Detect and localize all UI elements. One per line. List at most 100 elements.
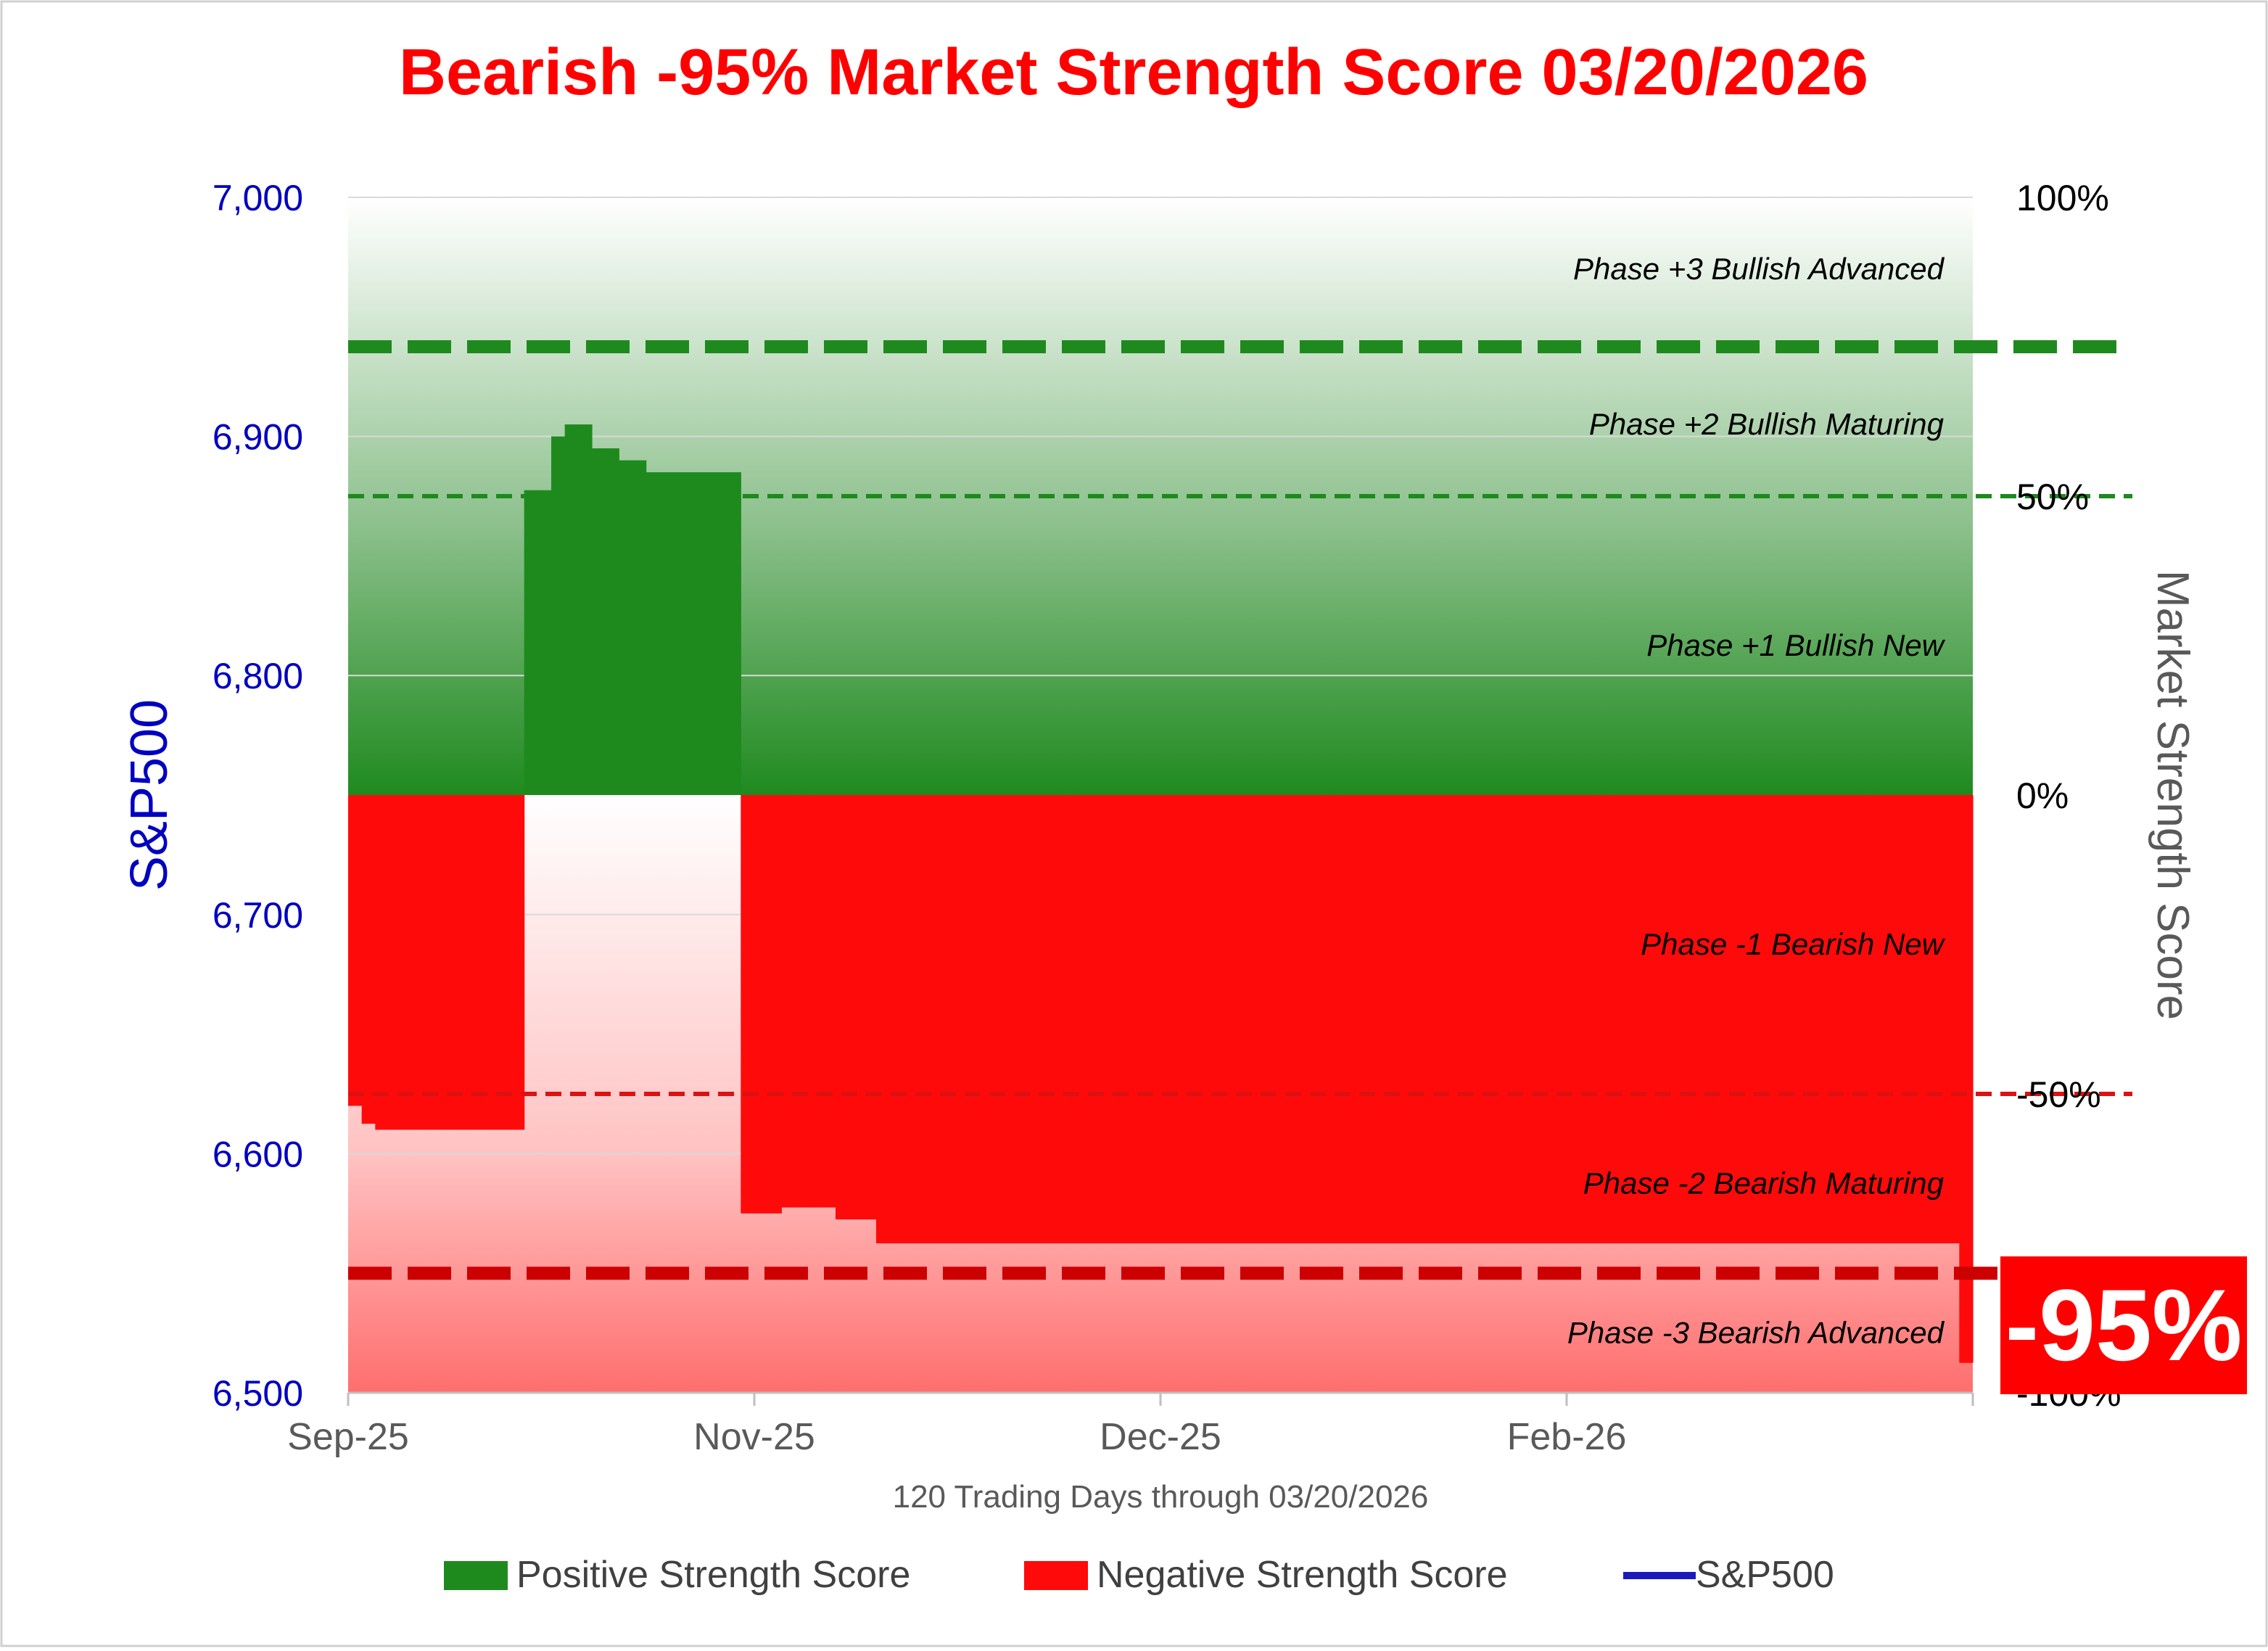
positive-bar bbox=[714, 472, 728, 795]
negative-bar bbox=[903, 795, 917, 1243]
negative-bar bbox=[497, 795, 511, 1130]
negative-bar bbox=[1620, 795, 1635, 1243]
positive-bar bbox=[619, 460, 633, 795]
negative-bar bbox=[944, 795, 958, 1243]
negative-bar bbox=[1823, 795, 1838, 1243]
negative-bar bbox=[1201, 795, 1216, 1243]
negative-bar bbox=[1472, 795, 1486, 1243]
positive-bar bbox=[686, 472, 701, 795]
negative-bar bbox=[1228, 795, 1242, 1243]
positive-bar bbox=[605, 448, 619, 795]
negative-bar bbox=[1580, 795, 1594, 1243]
negative-bar bbox=[1945, 795, 1960, 1243]
negative-bar bbox=[930, 795, 944, 1243]
negative-bar bbox=[1445, 795, 1459, 1243]
negative-bar bbox=[1959, 795, 1974, 1363]
negative-bar bbox=[1417, 795, 1432, 1243]
positive-bar bbox=[659, 472, 674, 795]
right-tick-label: 0% bbox=[2016, 775, 2069, 816]
negative-bar bbox=[1892, 795, 1906, 1243]
negative-bar bbox=[1810, 795, 1825, 1243]
negative-bar bbox=[1092, 795, 1107, 1243]
negative-bar bbox=[456, 795, 471, 1130]
negative-bar bbox=[483, 795, 498, 1130]
left-tick-label: 7,000 bbox=[213, 178, 303, 218]
negative-bar bbox=[1702, 795, 1716, 1243]
negative-bar bbox=[1187, 795, 1202, 1243]
negative-bar bbox=[1607, 795, 1622, 1243]
negative-bar bbox=[889, 795, 904, 1243]
negative-bar bbox=[1661, 795, 1675, 1243]
negative-bar bbox=[429, 795, 444, 1130]
x-axis-title: 120 Trading Days through 03/20/2026 bbox=[893, 1479, 1429, 1515]
negative-bar bbox=[822, 795, 836, 1208]
negative-bar bbox=[1770, 795, 1784, 1243]
x-tick-label: Dec-25 bbox=[1100, 1416, 1221, 1458]
right-axis-ticks: -100%-50%0%50%100% bbox=[2016, 178, 2121, 1414]
negative-bar bbox=[1458, 795, 1472, 1243]
negative-bar bbox=[984, 795, 999, 1243]
negative-bar bbox=[1269, 795, 1283, 1243]
legend-positive-label: Positive Strength Score bbox=[516, 1554, 910, 1596]
negative-bar bbox=[1851, 795, 1865, 1243]
right-tick-label: 100% bbox=[2016, 178, 2109, 218]
negative-bar bbox=[1878, 795, 1892, 1243]
negative-bar bbox=[1797, 795, 1811, 1243]
negative-bar bbox=[1634, 795, 1649, 1243]
x-axis-ticks: Sep-25 Nov-25 Dec-25 Feb-26 bbox=[287, 1393, 1974, 1458]
negative-bar bbox=[1309, 795, 1324, 1243]
phase-label: Phase +1 Bullish New bbox=[1646, 628, 1945, 662]
negative-bar bbox=[1255, 795, 1269, 1243]
negative-bar bbox=[917, 795, 931, 1243]
negative-bar bbox=[1106, 795, 1121, 1243]
negative-bar bbox=[767, 795, 782, 1214]
right-tick-label: 50% bbox=[2016, 477, 2089, 517]
negative-bar bbox=[375, 795, 389, 1130]
negative-bar bbox=[1404, 795, 1419, 1243]
negative-bar bbox=[754, 795, 769, 1214]
negative-bar bbox=[348, 795, 363, 1106]
negative-bar bbox=[1174, 795, 1188, 1243]
negative-bar bbox=[1295, 795, 1310, 1243]
positive-bar bbox=[524, 490, 538, 795]
left-axis-ticks: 6,500 6,600 6,700 6,800 6,900 7,000 bbox=[213, 178, 303, 1414]
negative-bar bbox=[1675, 795, 1689, 1243]
negative-bar bbox=[1282, 795, 1297, 1243]
negative-bar bbox=[1783, 795, 1797, 1243]
legend: Positive Strength Score Negative Strengt… bbox=[444, 1554, 1834, 1596]
negative-bar bbox=[1323, 795, 1337, 1243]
phase-label: Phase -2 Bearish Maturing bbox=[1583, 1166, 1944, 1201]
negative-bar bbox=[1133, 795, 1147, 1243]
positive-bar bbox=[646, 472, 660, 795]
negative-bar bbox=[1539, 795, 1554, 1243]
phase-label: Phase +3 Bullish Advanced bbox=[1573, 252, 1945, 286]
negative-bar bbox=[1512, 795, 1527, 1243]
negative-bar bbox=[849, 795, 863, 1220]
left-tick-label: 6,800 bbox=[213, 656, 303, 696]
negative-bar bbox=[389, 795, 403, 1130]
positive-bar bbox=[578, 424, 593, 795]
negative-bar bbox=[1390, 795, 1405, 1243]
negative-bar bbox=[957, 795, 972, 1243]
left-tick-label: 6,700 bbox=[213, 895, 303, 936]
negative-bar bbox=[402, 795, 416, 1130]
negative-bar bbox=[1336, 795, 1351, 1243]
phase-label: Phase -3 Bearish Advanced bbox=[1567, 1316, 1945, 1350]
negative-bar bbox=[1052, 795, 1066, 1243]
negative-bar bbox=[1242, 795, 1256, 1243]
threshold-lines bbox=[348, 340, 2132, 1280]
phase-label: Phase +2 Bullish Maturing bbox=[1589, 407, 1944, 441]
negative-bar bbox=[511, 795, 525, 1130]
negative-bar bbox=[862, 795, 877, 1220]
negative-bar bbox=[795, 795, 809, 1208]
current-score-badge: -95% bbox=[2000, 1256, 2247, 1394]
negative-bar bbox=[1377, 795, 1391, 1243]
negative-bar bbox=[1905, 795, 1919, 1243]
x-tick-label: Feb-26 bbox=[1507, 1416, 1627, 1458]
negative-bar bbox=[741, 795, 755, 1214]
negative-bar bbox=[1729, 795, 1744, 1243]
negative-bar bbox=[416, 795, 430, 1130]
negative-bar bbox=[808, 795, 822, 1208]
negative-bar bbox=[1756, 795, 1770, 1243]
positive-bar bbox=[632, 460, 647, 795]
